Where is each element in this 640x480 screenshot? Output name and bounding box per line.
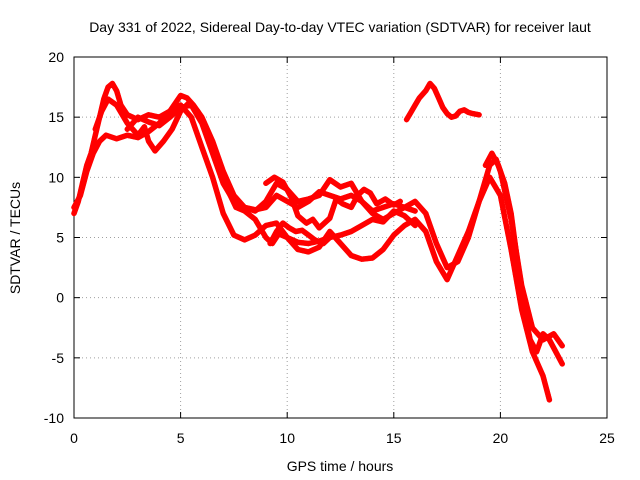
y-tick-label: 5: [56, 230, 64, 246]
y-tick-label: -5: [52, 350, 65, 366]
x-axis-label: GPS time / hours: [287, 458, 394, 474]
data-point: [327, 234, 333, 241]
series-track-g: [403, 80, 482, 123]
y-axis-label: SDTVAR / TECUs: [7, 182, 23, 294]
chart-title: Day 331 of 2022, Sidereal Day-to-day VTE…: [89, 19, 591, 35]
data-point: [355, 192, 361, 198]
series-track-e: [263, 174, 403, 231]
data-point: [98, 137, 104, 143]
y-tick-label: 20: [48, 49, 64, 65]
data-point: [264, 236, 270, 242]
series-track-b: [71, 102, 553, 403]
y-tick-label: 15: [48, 109, 64, 125]
series-track-f: [267, 220, 333, 247]
x-tick-label: 10: [279, 430, 295, 446]
y-tick-label: -10: [44, 410, 64, 426]
x-tick-label: 5: [177, 430, 185, 446]
y-tick-label: 0: [56, 290, 64, 306]
data-point: [412, 222, 418, 229]
data-point: [430, 84, 436, 90]
data-point: [476, 112, 482, 118]
data-point: [559, 343, 565, 349]
data-point: [338, 200, 344, 206]
series-track-h: [482, 150, 565, 367]
data-point: [397, 198, 403, 204]
x-tick-label: 15: [386, 430, 402, 446]
data-point: [559, 361, 565, 367]
data-series: [71, 80, 565, 403]
x-tick-label: 20: [493, 430, 509, 446]
data-point: [422, 89, 428, 95]
x-tick-label: 0: [70, 430, 78, 446]
data-point: [412, 208, 418, 214]
x-tick-label: 25: [599, 430, 615, 446]
data-point: [545, 336, 551, 342]
axis-ticks: 0 5 10 15 20 25 -10 -5 0 5 10 15 20: [44, 49, 615, 446]
data-point: [546, 397, 553, 403]
y-tick-label: 10: [48, 169, 64, 185]
